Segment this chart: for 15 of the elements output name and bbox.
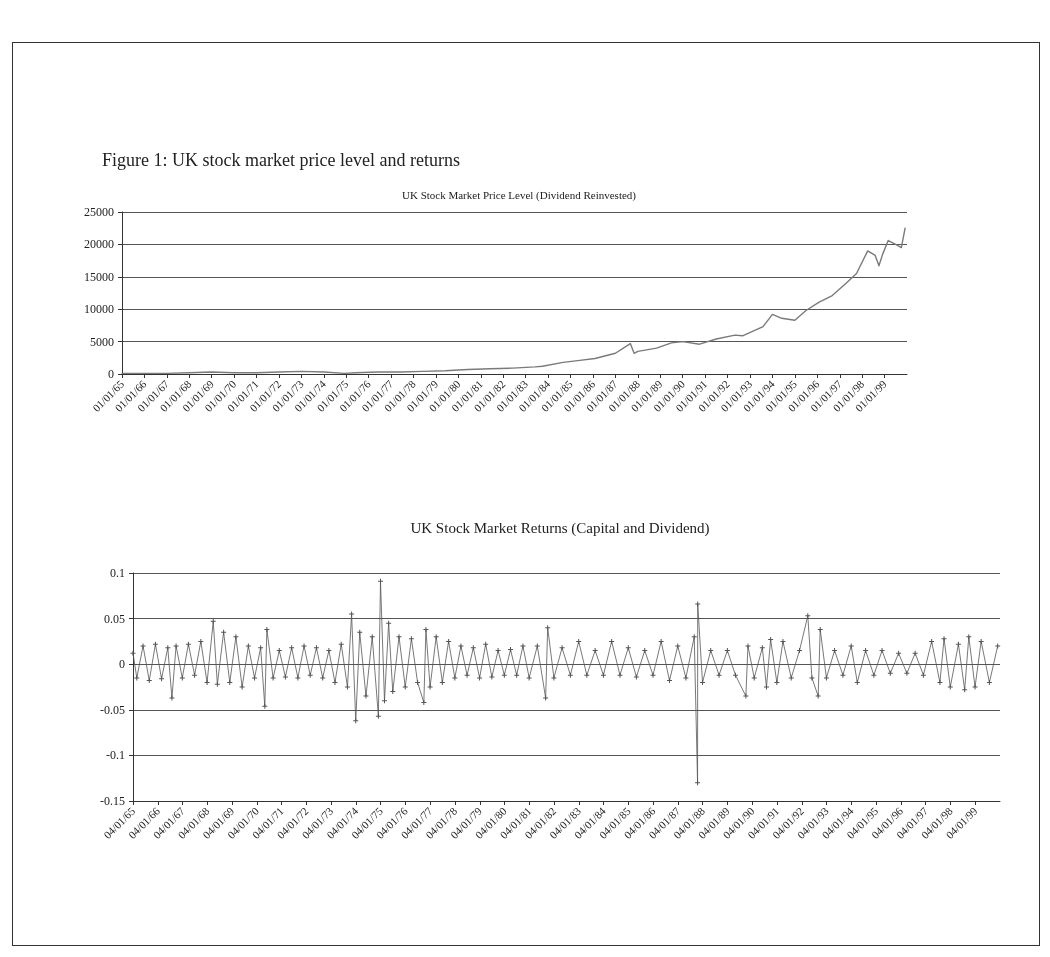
chart-title: Figure 1: UK stock market price level and returns	[102, 150, 460, 170]
y-tick-label: -0.1	[106, 748, 125, 763]
y-tick-label: 25000	[84, 205, 114, 219]
y-tick-label: 20000	[84, 237, 114, 252]
y-tick-label: -0.05	[100, 702, 125, 717]
y-tick-label: 0.1	[110, 566, 125, 580]
y-tick-label: 0.05	[104, 611, 125, 626]
y-tick-label: 15000	[84, 269, 114, 284]
y-tick-label: 0	[108, 367, 114, 381]
chart-title: UK Stock Market Returns (Capital and Dividend)	[410, 519, 710, 537]
y-tick-label: 0	[119, 657, 125, 672]
chart-subtitle: UK Stock Market Price Level (Dividend Reinvested)	[402, 188, 637, 202]
y-tick-label: 10000	[84, 302, 114, 317]
y-tick-label: -0.15	[100, 794, 125, 808]
y-tick-label: 5000	[90, 334, 114, 349]
